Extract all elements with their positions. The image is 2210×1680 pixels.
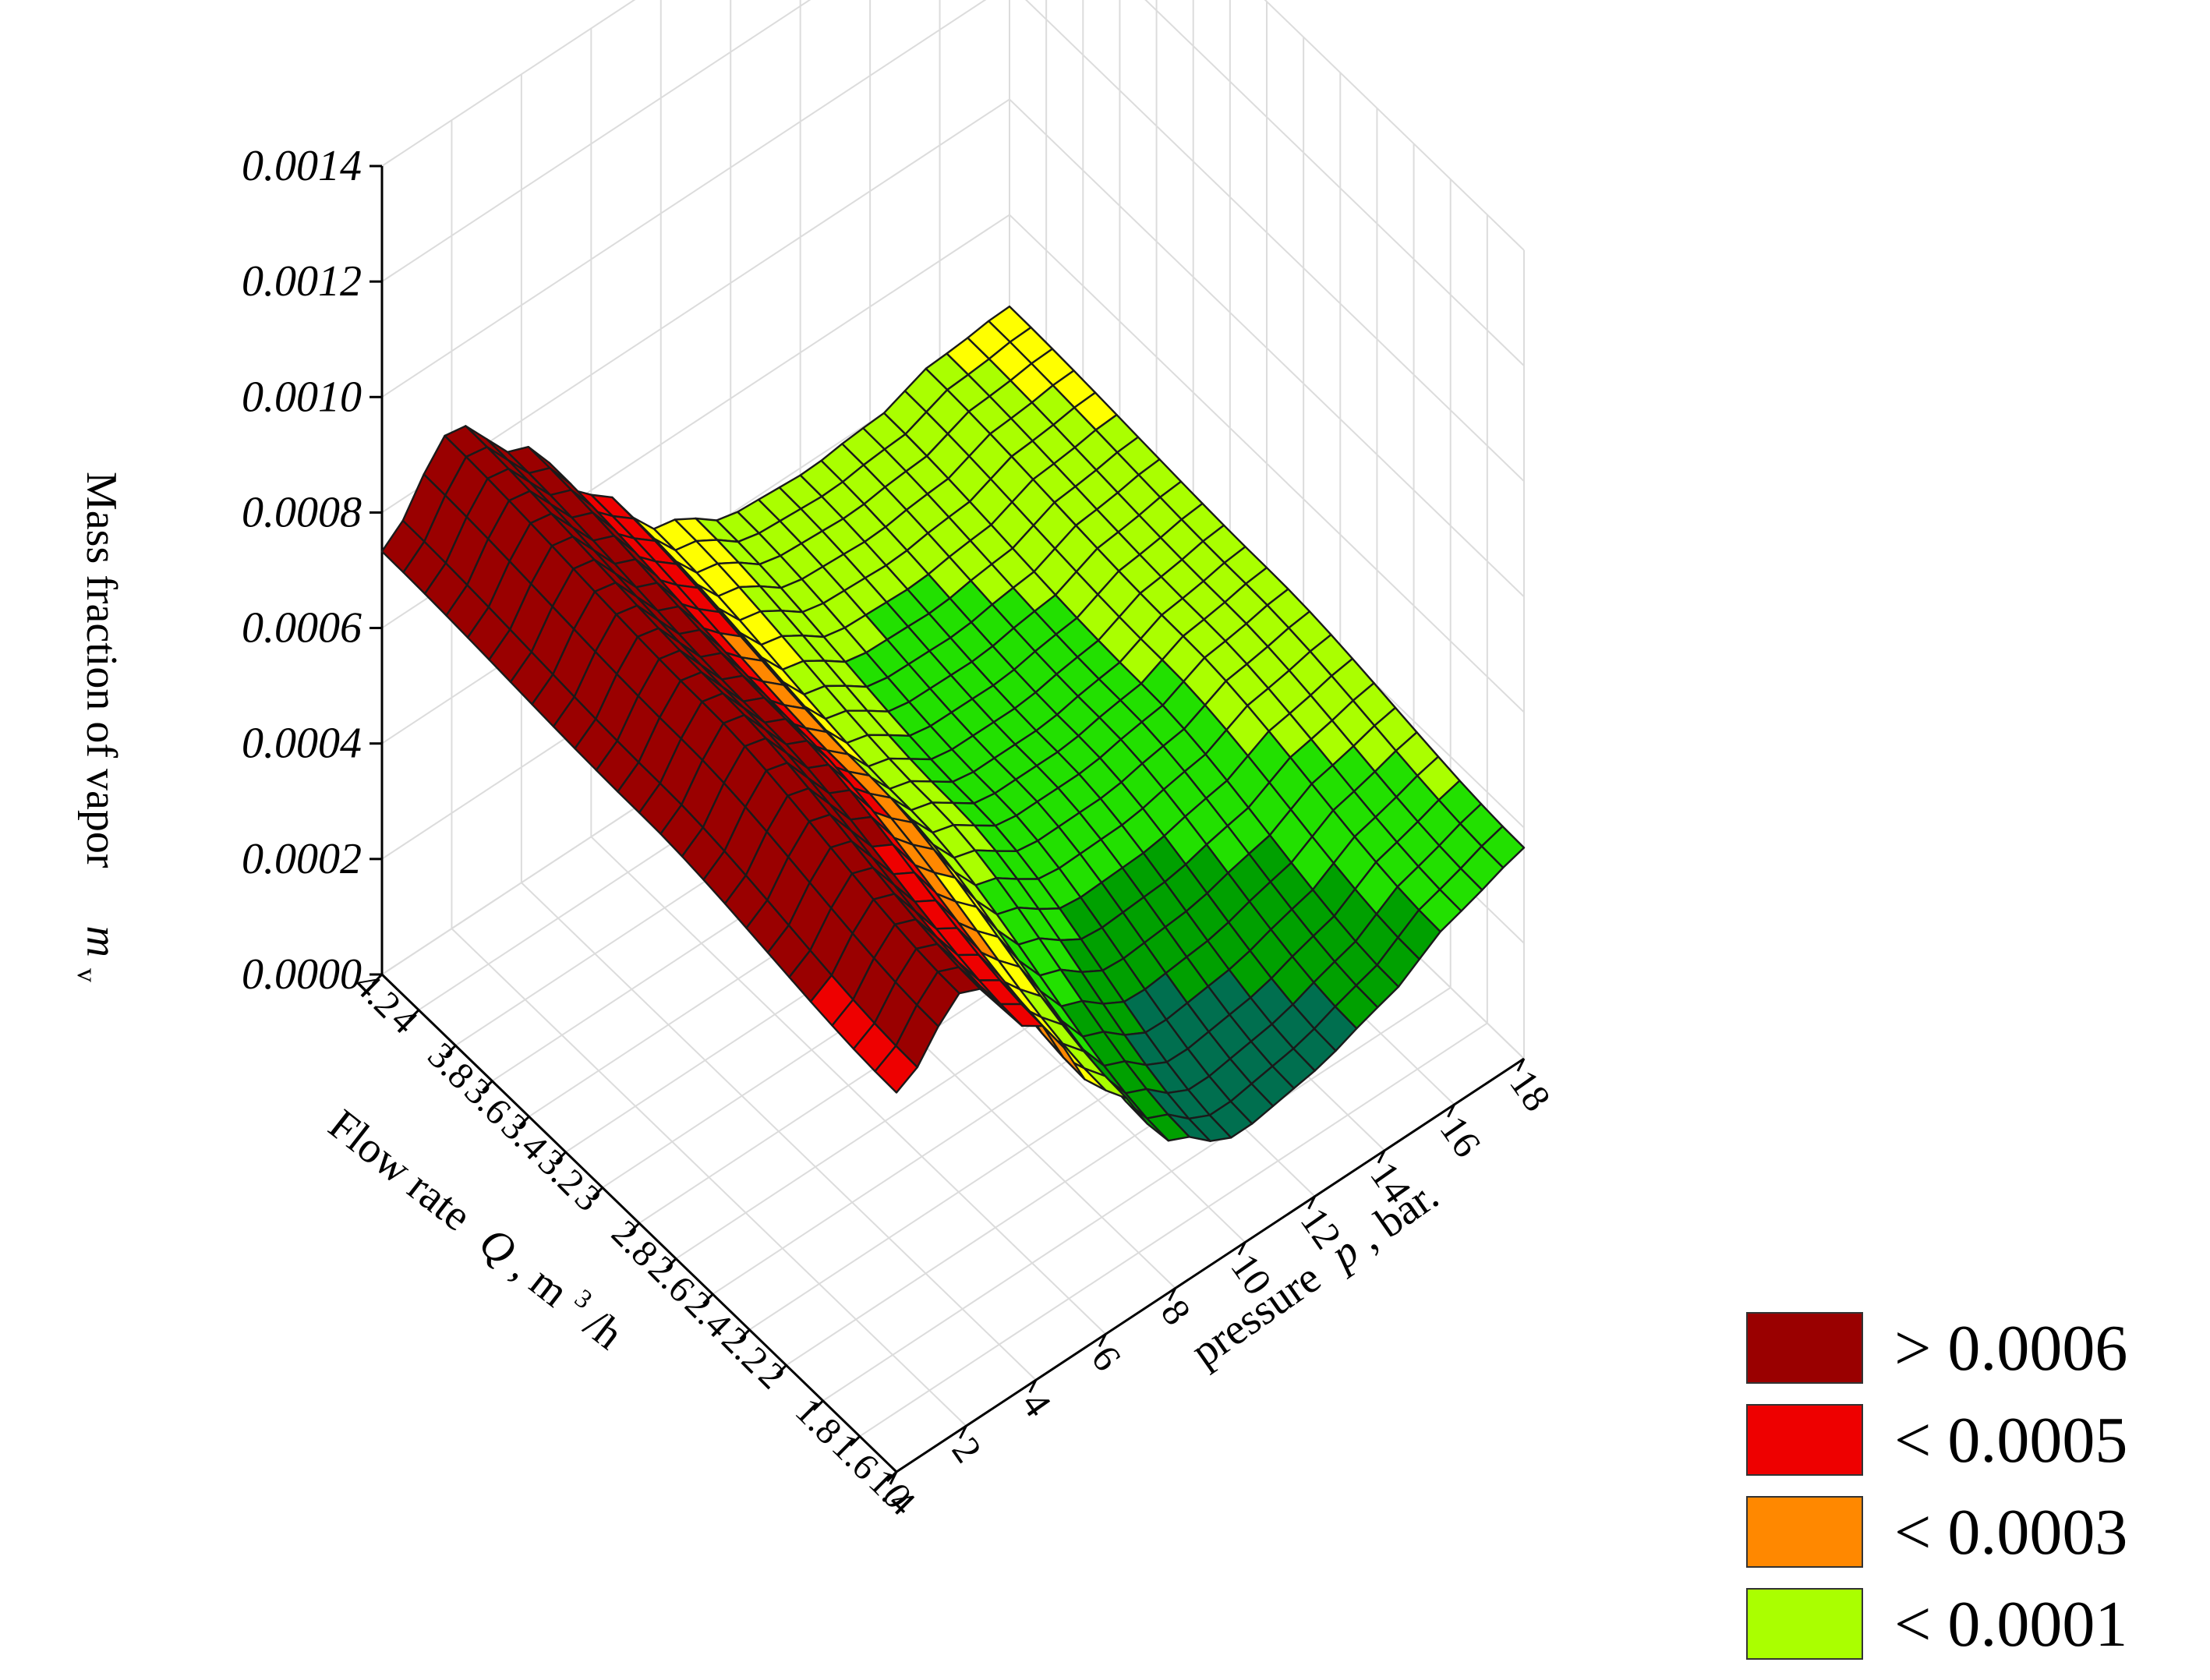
z-tick-label: 0.0014 <box>242 142 362 190</box>
flow-rate-tick-mark <box>739 1328 751 1340</box>
z-axis-label: Mass fraction of vapor m v <box>72 472 126 982</box>
pressure-tick-mark <box>1168 1287 1177 1302</box>
floor-gridline-flow <box>822 987 1452 1402</box>
z-axis-subscript: v <box>72 968 103 982</box>
pressure-tick-mark <box>959 1425 967 1439</box>
flow-rate-tick-mark <box>482 1080 493 1091</box>
legend-swatch-red <box>1746 1404 1863 1476</box>
x-axis-unit-tail: /h <box>575 1300 631 1360</box>
pressure-tick-mark <box>1237 1241 1246 1256</box>
surface-cell <box>874 1045 919 1094</box>
back-wall-gridline-horizontal <box>1009 214 1525 713</box>
flow-rate-tick-mark <box>555 1151 567 1162</box>
z-tick-label: 0.0008 <box>242 488 362 536</box>
legend-label-dark-red: > 0.0006 <box>1894 1311 2128 1385</box>
flow-rate-tick-mark <box>628 1222 641 1234</box>
legend-item-orange: < 0.0003 <box>1746 1486 2183 1578</box>
flow-rate-tick-mark <box>445 1045 457 1056</box>
z-tick-label: 0.0000 <box>242 950 362 999</box>
pressure-tick-label: 18 <box>1501 1062 1560 1119</box>
flow-rate-tick-mark <box>518 1116 530 1127</box>
legend-item-dark-red: > 0.0006 <box>1746 1302 2183 1394</box>
z-axis-label-text: Mass fraction of vapor <box>77 472 126 868</box>
back-wall-gridline-horizontal <box>1144 0 1525 366</box>
flow-rate-tick-mark <box>849 1435 861 1447</box>
legend-swatch-orange <box>1746 1496 1863 1568</box>
z-tick-label: 0.0002 <box>242 835 362 883</box>
x-axis-unit-sup: 3 <box>569 1284 597 1315</box>
side-wall-gridline-horizontal <box>381 0 812 282</box>
floor-gridline-pressure <box>521 882 1037 1381</box>
legend-swatch-light-green <box>1746 1588 1863 1660</box>
z-tick-label: 0.0012 <box>242 257 362 306</box>
flow-rate-tick-mark <box>408 1009 420 1020</box>
flow-rate-tick-mark <box>812 1399 824 1411</box>
z-axis-ticks: 0.0000 0.0002 0.0004 0.0006 0.0008 0.0010 0.00… <box>242 142 382 999</box>
legend-label-light-green: < 0.0001 <box>1894 1587 2128 1661</box>
legend-swatch-dark-red <box>1746 1312 1863 1384</box>
pressure-tick-mark <box>889 1471 898 1485</box>
flow-rate-tick-mark <box>592 1187 603 1198</box>
back-wall-gridline-horizontal <box>1264 0 1525 251</box>
legend-label-orange: < 0.0003 <box>1894 1495 2128 1569</box>
pressure-tick-mark <box>1377 1150 1386 1164</box>
z-tick-label: 0.0004 <box>242 720 362 768</box>
floor-gridline-pressure <box>451 928 967 1427</box>
surface-mesh <box>380 305 1526 1142</box>
pressure-tick-mark <box>1516 1058 1526 1072</box>
flow-rate-tick-mark <box>702 1293 714 1305</box>
z-tick-label: 0.0010 <box>242 373 362 421</box>
pressure-tick-mark <box>1098 1333 1107 1348</box>
x-axis-label: Flow rate Q , m 3 /h <box>320 1087 642 1359</box>
pressure-tick-mark <box>1447 1104 1455 1118</box>
flow-rate-tick-mark <box>776 1364 787 1376</box>
legend-item-red: < 0.0005 <box>1746 1394 2183 1486</box>
z-tick-label: 0.0006 <box>242 604 362 653</box>
floor-gridline-flow <box>859 1022 1488 1438</box>
back-wall-gridline-horizontal <box>1009 98 1525 598</box>
x-axis-unit: , m <box>504 1244 578 1317</box>
back-wall-gridline-horizontal <box>1024 0 1525 483</box>
legend-label-red: < 0.0005 <box>1894 1403 2128 1477</box>
flow-rate-tick-mark <box>666 1257 677 1269</box>
x-axis-label-text: Flow rate <box>320 1100 480 1240</box>
legend-item-light-green: < 0.0001 <box>1746 1578 2183 1670</box>
side-wall-gridline-horizontal <box>381 0 636 167</box>
side-wall-gridline-horizontal <box>381 0 987 398</box>
legend: > 0.0006 < 0.0005 < 0.0003 < 0.0001 <box>1746 1302 2183 1670</box>
z-axis-symbol: m <box>77 926 126 957</box>
flow-rate-tick-mark <box>371 973 384 985</box>
pressure-axis-line <box>896 1057 1525 1473</box>
y-axis-label: pressure p , bar. <box>1183 1171 1447 1377</box>
floor-gridline-pressure <box>590 836 1107 1335</box>
pressure-tick-mark <box>1028 1379 1038 1393</box>
pressure-tick-mark <box>1307 1195 1317 1210</box>
pressure-tick-label: 16 <box>1432 1108 1490 1165</box>
